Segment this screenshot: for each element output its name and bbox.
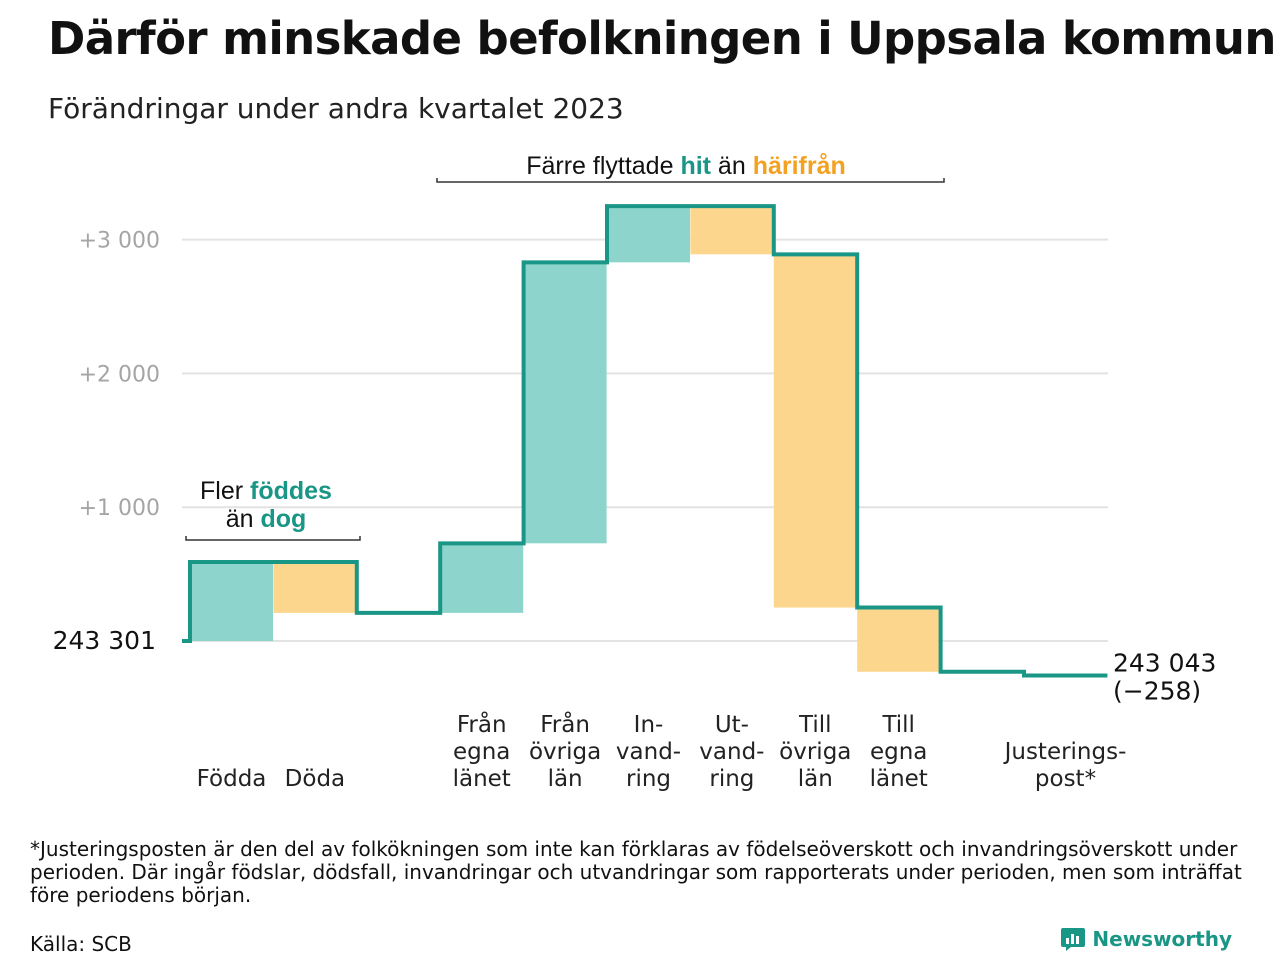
x-category-label: Från egna länet	[453, 710, 511, 792]
bar-in-vand-ring	[607, 206, 690, 263]
x-category-label: Justerings-post*	[1003, 739, 1127, 792]
x-category-label: Från övriga län	[529, 710, 601, 792]
footnote: *Justeringsposten är den del av folkökni…	[30, 837, 1242, 907]
annotation-births-line-2: än dog	[226, 505, 307, 533]
bars	[190, 206, 941, 672]
end-value-label: 243 043	[1113, 649, 1216, 678]
running-total-line	[182, 204, 1108, 678]
y-tick-label: +1 000	[79, 496, 160, 521]
source-note: Källa: SCB	[30, 932, 132, 956]
annotation-migration: Färre flyttade hit än härifrån	[526, 152, 846, 180]
chart-title: Därför minskade befolkningen i Uppsala k…	[48, 12, 1276, 65]
bar-till-övriga-län	[773, 254, 857, 608]
bar-födda	[190, 562, 273, 641]
end-change-label: (−258)	[1113, 677, 1201, 706]
annotation-births-line-1: Fler föddes	[200, 477, 332, 505]
bar-ut-vand-ring	[690, 206, 774, 255]
y-tick-label: +2 000	[79, 362, 160, 387]
bar-till-egna-länet	[857, 607, 941, 672]
brand-name: Newsworthy	[1092, 927, 1232, 951]
start-value-label: 243 301	[53, 626, 156, 655]
annotation-births-bracket	[185, 536, 361, 541]
x-category-label: Till övriga län	[779, 712, 851, 792]
bar-från-övriga-län	[523, 262, 607, 544]
waterfall-chart: +1 000 +2 000 +3 000 243 301 Födda Döda Från e…	[53, 152, 1217, 792]
x-category-label: Döda	[285, 766, 345, 792]
y-tick-label: +3 000	[79, 229, 160, 254]
bar-döda	[273, 562, 357, 613]
chart-bubble-icon	[1061, 928, 1086, 951]
chart-subtitle: Förändringar under andra kvartalet 2023	[48, 92, 624, 125]
bar-från-egna-länet	[440, 543, 524, 613]
x-category-label: Till egna länet	[870, 712, 928, 792]
running-total-path	[182, 204, 1108, 678]
axis-labels: 243 301 Födda Döda Från egna länet Från övriga l…	[53, 626, 1217, 792]
annotation-migration-bracket	[436, 178, 945, 183]
x-category-label: In-vand-ring	[616, 712, 681, 792]
gridlines: +1 000 +2 000 +3 000	[79, 229, 1108, 642]
x-category-label: Födda	[197, 766, 267, 792]
newsworthy-logo: Newsworthy	[1060, 926, 1232, 952]
x-category-label: Ut-vand-ring	[699, 712, 764, 792]
